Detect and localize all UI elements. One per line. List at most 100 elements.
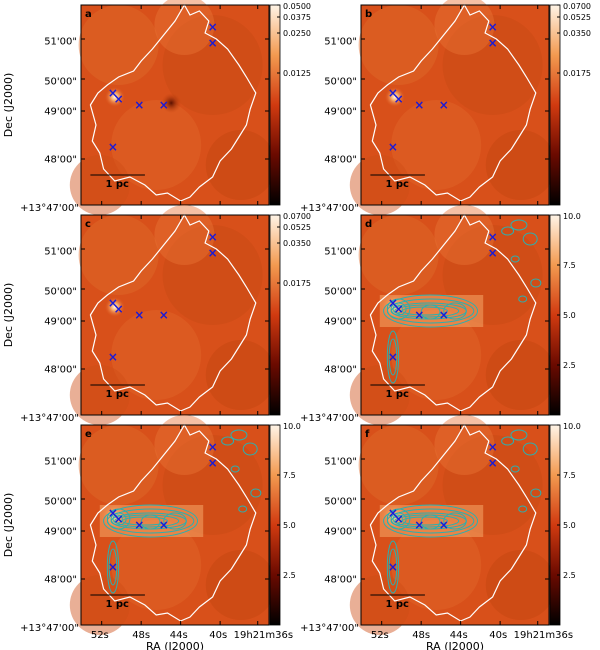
panel-frame (80, 424, 270, 626)
contour-line (112, 514, 123, 524)
x-marker-icon: × (439, 518, 449, 532)
colorbar-tick-label: 0.0350 (563, 29, 591, 38)
panel-label: c (85, 219, 91, 230)
contour-line (388, 548, 398, 586)
contour-line (392, 514, 403, 524)
panel-label: e (85, 429, 92, 440)
contour-line (221, 436, 235, 446)
contour-line (390, 302, 407, 316)
dec-tick-label: 50'00" (44, 77, 77, 88)
contour-line (140, 514, 161, 530)
map-texture (349, 365, 410, 425)
colorbar-tick-label: 0.0700 (283, 212, 311, 221)
x-marker-icon: × (108, 560, 118, 574)
map-texture (205, 550, 276, 620)
map-texture (391, 100, 482, 190)
x-marker-icon: × (208, 456, 218, 470)
x-marker-icon: × (394, 302, 404, 316)
contour-line (392, 304, 403, 314)
contour-line (238, 505, 248, 513)
x-marker-icon: × (114, 512, 124, 526)
scale-bar-label: 1 pc (385, 179, 409, 190)
map-texture (442, 15, 543, 115)
dec-tick-label: 48'00" (324, 365, 357, 376)
ra-tick-label: 52s (91, 630, 109, 641)
x-marker-icon: × (388, 86, 398, 100)
x-marker-icon: × (394, 92, 404, 106)
contour-line (108, 548, 118, 586)
contour-line (242, 442, 258, 456)
dec-tick-label: 51'00" (324, 457, 357, 468)
colorbar-tick-label: 0.0125 (283, 69, 311, 78)
ra-tick-label: 52s (371, 630, 389, 641)
dec-tick-label: +13°47'00" (20, 203, 79, 214)
x-marker-icon: × (159, 308, 169, 322)
panel-frame (80, 214, 270, 416)
panel-label: b (365, 9, 372, 20)
boundary-contour (369, 213, 537, 412)
map-texture (154, 415, 215, 475)
x-marker-icon: × (208, 20, 218, 34)
x-marker-icon: × (488, 230, 498, 244)
map-texture (69, 365, 130, 425)
x-marker-icon: × (388, 350, 398, 364)
colorbar-tick-label: 5.0 (563, 311, 576, 320)
ra-tick-label: 40s (489, 630, 507, 641)
contour-line (250, 488, 262, 498)
map-texture (154, 205, 215, 265)
dec-tick-label: 48'00" (44, 365, 77, 376)
dec-tick-label: 51'00" (324, 247, 357, 258)
x-marker-icon: × (488, 246, 498, 260)
contour-line (420, 514, 441, 530)
ra-tick-label: 19h21m36s (514, 630, 573, 641)
colorbar-tick-label: 10.0 (563, 422, 581, 431)
colorbar-tick-label: 10.0 (563, 212, 581, 221)
map-texture (111, 310, 202, 400)
panel-label: d (365, 219, 372, 230)
dec-tick-label: +13°47'00" (300, 623, 359, 634)
contour-line (510, 429, 528, 441)
x-marker-icon: × (388, 140, 398, 154)
colorbar-tick-label: 7.5 (283, 471, 296, 480)
x-marker-icon: × (134, 98, 144, 112)
y-axis-title: Dec (J2000) (2, 493, 15, 558)
x-marker-icon: × (388, 560, 398, 574)
panel-label: a (85, 9, 92, 20)
colorbar (269, 4, 281, 206)
dec-tick-label: 49'00" (324, 317, 357, 328)
contour-line (121, 516, 168, 526)
scale-bar-label: 1 pc (105, 179, 129, 190)
colorbar-tick-label: 10.0 (283, 422, 301, 431)
scale-bar-label: 1 pc (105, 599, 129, 610)
boundary-contour (89, 213, 257, 412)
dec-tick-label: 49'00" (324, 107, 357, 118)
dec-tick-label: 50'00" (324, 497, 357, 508)
contour-line (518, 295, 528, 303)
map-texture (205, 130, 276, 200)
contour-line (522, 442, 538, 456)
colorbar-tick-label: 0.0350 (283, 239, 311, 248)
dec-tick-label: +13°47'00" (300, 203, 359, 214)
ra-tick-label: 19h21m36s (234, 630, 293, 641)
colorbar-tick-label: 0.0175 (563, 69, 591, 78)
contour-line (110, 512, 127, 526)
map-texture (111, 100, 202, 190)
colorbar-tick-label: 2.5 (283, 571, 296, 580)
x-marker-icon: × (134, 308, 144, 322)
dec-tick-label: 49'00" (44, 107, 77, 118)
contour-line (386, 298, 411, 320)
colorbar-tick-label: 0.0500 (283, 2, 311, 11)
colorbar-tick-label: 2.5 (563, 571, 576, 580)
colorbar-tick-label: 0.0250 (283, 29, 311, 38)
dec-tick-label: +13°47'00" (20, 623, 79, 634)
map-texture (391, 520, 482, 610)
x-axis-title: RA (J2000) (146, 640, 204, 650)
contour-line (401, 306, 448, 316)
colorbar-tick-label: 7.5 (563, 471, 576, 480)
dec-tick-label: +13°47'00" (20, 413, 79, 424)
contour-line (443, 512, 467, 530)
contour-line (103, 504, 199, 538)
x-marker-icon: × (134, 518, 144, 532)
map-texture (349, 575, 410, 635)
